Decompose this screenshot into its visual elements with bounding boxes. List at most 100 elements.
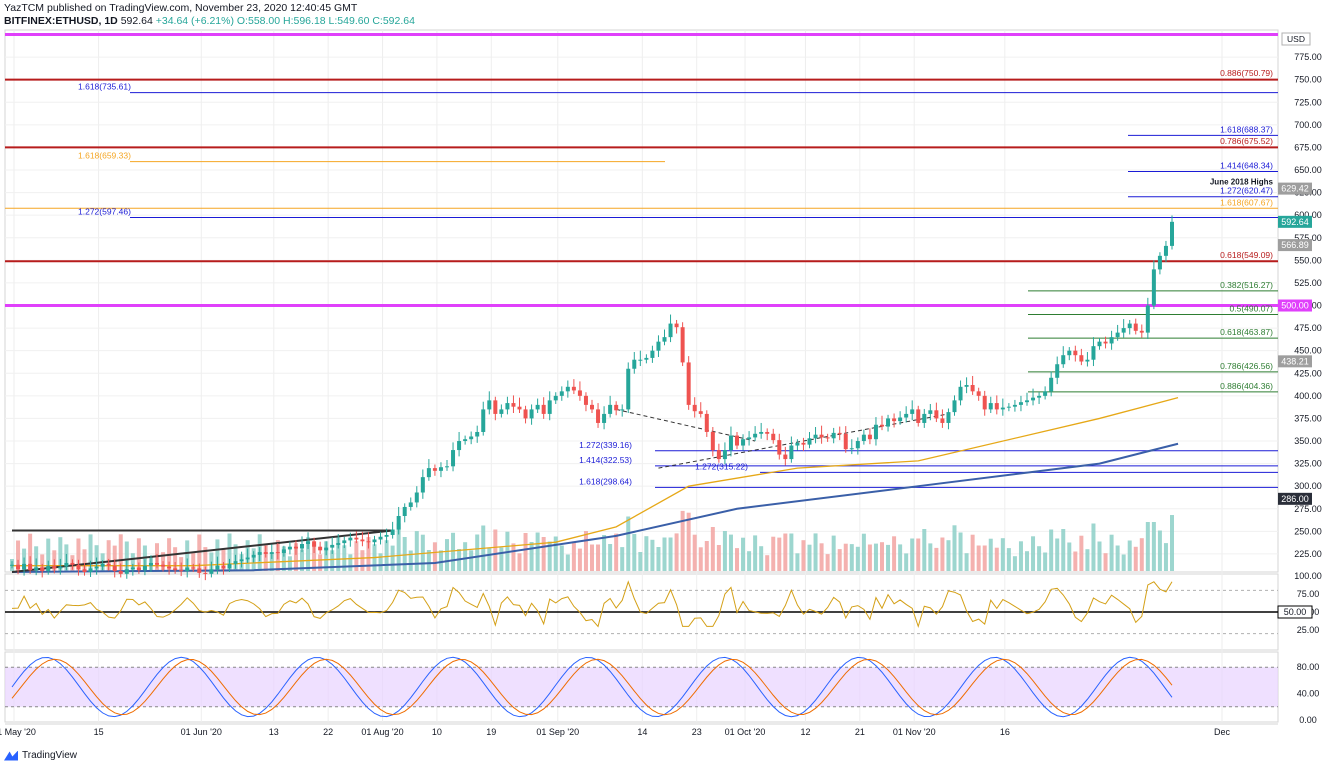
y-tick-label: 725.00 bbox=[1294, 97, 1322, 107]
candle-body bbox=[445, 466, 449, 468]
y-tick-label: 375.00 bbox=[1294, 413, 1322, 423]
candle-body bbox=[118, 571, 123, 574]
volume-bar bbox=[360, 550, 365, 571]
last-price: 592.64 bbox=[120, 15, 153, 27]
candle-body bbox=[674, 323, 679, 328]
candle-body bbox=[523, 409, 528, 419]
volume-bar bbox=[1049, 529, 1054, 571]
ohlc-values: O:558.00 H:596.18 L:549.60 C:592.64 bbox=[236, 15, 415, 27]
volume-bar bbox=[354, 541, 359, 571]
footer: TradingView bbox=[0, 748, 1323, 768]
candle-body bbox=[233, 561, 238, 564]
candle-body bbox=[432, 468, 437, 471]
volume-bar bbox=[722, 531, 727, 571]
candle-body bbox=[100, 563, 105, 567]
candle-body bbox=[1000, 407, 1005, 410]
candle-body bbox=[58, 566, 63, 569]
candle-body bbox=[728, 435, 733, 451]
candle-body bbox=[777, 440, 782, 455]
candle-body bbox=[855, 441, 860, 449]
y-tick-label: 750.00 bbox=[1294, 75, 1322, 85]
candle-body bbox=[10, 564, 14, 566]
candle-body bbox=[1055, 364, 1060, 378]
volume-bar bbox=[402, 537, 407, 571]
trendline bbox=[11, 529, 393, 573]
candle-body bbox=[64, 562, 69, 567]
candle-body bbox=[783, 454, 788, 460]
candle-body bbox=[408, 502, 413, 507]
tradingview-logo[interactable]: TradingView bbox=[4, 750, 77, 761]
fib-label: 0.5(490.07) bbox=[1230, 303, 1274, 313]
y-tick-label: 775.00 bbox=[1294, 52, 1322, 62]
volume-bar bbox=[408, 550, 413, 571]
candle-body bbox=[880, 424, 884, 427]
symbol-name[interactable]: BITFINEX:ETHUSD, 1D bbox=[4, 15, 118, 27]
volume-bar bbox=[342, 545, 347, 571]
y-tick-label: 250.00 bbox=[1294, 526, 1322, 536]
volume-bar bbox=[1121, 554, 1126, 571]
candle-body bbox=[577, 390, 582, 396]
chart-canvas[interactable]: 01 May '20 15 01 Jun '20 13 22 01 Aug '20 10 19… bbox=[0, 0, 1323, 748]
volume-bar bbox=[698, 547, 703, 571]
volume-bar bbox=[118, 534, 123, 571]
volume-bar bbox=[130, 553, 135, 571]
x-tick-label: 22 bbox=[323, 727, 333, 737]
volume-bar bbox=[783, 533, 788, 571]
y-tick-label: 425.00 bbox=[1294, 368, 1322, 378]
x-tick-label: Dec bbox=[1214, 727, 1231, 737]
candle-body bbox=[813, 434, 818, 439]
rsi-tick-label: 25.00 bbox=[1297, 625, 1320, 635]
symbol-line: BITFINEX:ETHUSD, 1D 592.64 +34.64 (+6.21… bbox=[4, 15, 415, 27]
candle-body bbox=[16, 564, 21, 570]
candle-body bbox=[535, 404, 540, 410]
candle-body bbox=[1085, 359, 1090, 362]
candle-body bbox=[179, 570, 184, 572]
candle-body bbox=[994, 403, 999, 410]
volume-bar bbox=[535, 532, 540, 571]
candle-body bbox=[336, 543, 341, 545]
price-badge bbox=[1278, 492, 1312, 505]
y-tick-label: 350.00 bbox=[1294, 436, 1322, 446]
fib-label: 1.618(688.37) bbox=[1220, 124, 1273, 134]
candle-body bbox=[396, 515, 401, 530]
volume-bar bbox=[318, 554, 323, 571]
volume-bar bbox=[928, 543, 933, 571]
candle-body bbox=[191, 567, 196, 569]
candle-body bbox=[982, 395, 987, 410]
volume-bar bbox=[795, 553, 800, 571]
candle-body bbox=[632, 359, 637, 369]
volume-bar bbox=[366, 537, 371, 571]
candle-body bbox=[759, 431, 764, 434]
candle-body bbox=[1091, 346, 1096, 360]
volume-bar bbox=[583, 531, 588, 571]
volume-bar bbox=[922, 529, 927, 571]
volume-bar bbox=[378, 553, 383, 571]
stoch-tick-label: 0.00 bbox=[1299, 715, 1317, 725]
fib-label: 0.786(675.52) bbox=[1220, 136, 1273, 146]
candle-body bbox=[916, 409, 921, 423]
candle-body bbox=[469, 436, 474, 440]
price-badge bbox=[1278, 355, 1312, 368]
main-pane bbox=[4, 29, 1279, 573]
volume-bar bbox=[994, 547, 999, 571]
candle-body bbox=[626, 368, 631, 410]
volume-bar bbox=[499, 547, 504, 571]
volume-bar bbox=[904, 553, 909, 571]
volume-bar bbox=[1031, 536, 1036, 571]
volume-bar bbox=[614, 533, 619, 571]
candle-body bbox=[306, 541, 311, 544]
volume-bar bbox=[898, 544, 903, 571]
volume-bar bbox=[1043, 552, 1048, 571]
price-badge-label: 438.21 bbox=[1281, 356, 1309, 366]
volume-bar bbox=[1018, 541, 1023, 571]
candle-body bbox=[825, 437, 830, 439]
candle-body bbox=[976, 391, 981, 396]
volume-bar bbox=[384, 540, 389, 571]
candle-body bbox=[886, 418, 891, 427]
x-tick-label: 21 bbox=[855, 727, 865, 737]
candle-body bbox=[1170, 221, 1174, 246]
volume-bar bbox=[952, 525, 957, 571]
volume-bar bbox=[831, 535, 836, 571]
candle-body bbox=[239, 559, 244, 562]
rsi-50-badge bbox=[1277, 605, 1313, 619]
